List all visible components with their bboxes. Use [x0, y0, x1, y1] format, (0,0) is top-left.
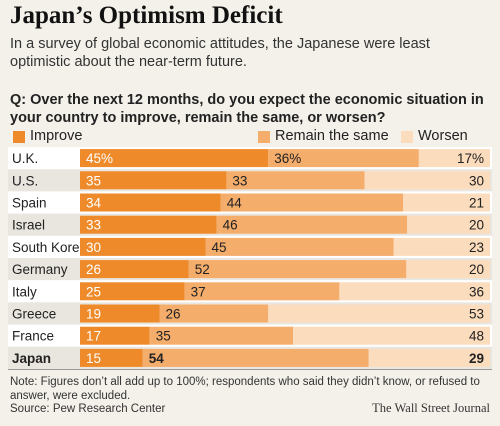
legend-label-remain-the-same: Remain the same — [275, 128, 389, 144]
chart-title: Japan’s Optimism Deficit — [10, 2, 283, 29]
category-label: Japan — [12, 351, 51, 366]
bar-improve — [80, 326, 150, 345]
bar-remain-the-same — [226, 171, 365, 190]
data-label-remain-the-same: 44 — [227, 196, 243, 211]
legend-label-improve: Improve — [30, 128, 83, 144]
bar-remain-the-same — [142, 348, 369, 367]
data-label-improve: 25 — [86, 284, 101, 299]
data-label-remain-the-same: 36% — [274, 151, 301, 166]
data-label-improve: 30 — [86, 240, 101, 255]
data-label-remain-the-same: 54 — [149, 351, 165, 366]
bar-improve — [80, 237, 206, 256]
category-label: South Korea — [12, 240, 88, 255]
bar-worsen — [403, 193, 490, 212]
category-label: Spain — [12, 196, 47, 211]
category-label: Greece — [12, 307, 56, 322]
data-label-improve: 35 — [86, 173, 101, 188]
data-label-worsen: 36 — [469, 284, 484, 299]
bar-worsen — [393, 237, 490, 256]
chart-note: Note: Figures don’t all add up to 100%; … — [10, 376, 480, 402]
data-label-remain-the-same: 33 — [232, 173, 247, 188]
chart-subtitle: In a survey of global economic attitudes… — [10, 36, 430, 70]
bar-remain-the-same — [268, 149, 419, 168]
bar-remain-the-same — [149, 326, 294, 345]
bar-worsen — [364, 171, 490, 190]
bar-improve — [80, 260, 189, 279]
bar-worsen — [406, 260, 490, 279]
bar-improve — [80, 149, 269, 168]
data-label-worsen: 29 — [469, 351, 484, 366]
chart-source: Source: Pew Research Center — [10, 403, 166, 415]
publisher-credit: The Wall Street Journal — [372, 401, 490, 415]
data-label-improve: 45% — [86, 151, 113, 166]
category-label: France — [12, 329, 54, 344]
bar-worsen — [268, 304, 490, 323]
data-label-worsen: 20 — [469, 262, 484, 277]
legend-label-worsen: Worsen — [418, 128, 468, 144]
data-label-worsen: 23 — [469, 240, 484, 255]
bar-improve — [80, 215, 217, 234]
bar-remain-the-same — [220, 193, 404, 212]
legend-swatch-remain-the-same — [258, 131, 270, 143]
category-label: Israel — [12, 218, 45, 233]
bar-remain-the-same — [216, 215, 408, 234]
bar-remain-the-same — [159, 304, 269, 323]
category-label: U.S. — [12, 173, 38, 188]
data-label-improve: 33 — [86, 218, 101, 233]
data-label-worsen: 17% — [457, 151, 484, 166]
data-label-remain-the-same: 26 — [165, 307, 180, 322]
legend-swatch-worsen — [401, 131, 413, 143]
survey-question: Q: Over the next 12 months, do you expec… — [10, 92, 484, 126]
data-label-improve: 34 — [86, 196, 102, 211]
data-label-remain-the-same: 46 — [223, 218, 238, 233]
bar-remain-the-same — [184, 282, 340, 301]
bar-worsen — [407, 215, 490, 234]
data-label-worsen: 53 — [469, 307, 484, 322]
data-label-worsen: 20 — [469, 218, 484, 233]
data-label-worsen: 48 — [469, 329, 484, 344]
category-label: Italy — [12, 284, 37, 299]
data-label-improve: 19 — [86, 307, 101, 322]
data-label-remain-the-same: 45 — [212, 240, 227, 255]
data-label-worsen: 30 — [469, 173, 484, 188]
bar-worsen — [339, 282, 490, 301]
bar-worsen — [368, 348, 490, 367]
bar-improve — [80, 282, 185, 301]
data-label-remain-the-same: 52 — [195, 262, 210, 277]
bar-remain-the-same — [188, 260, 407, 279]
bar-improve — [80, 171, 227, 190]
legend-swatch-improve — [13, 131, 25, 143]
bar-worsen — [293, 326, 490, 345]
data-label-remain-the-same: 35 — [156, 329, 171, 344]
bar-improve — [80, 193, 221, 212]
category-label: U.K. — [12, 151, 38, 166]
bar-worsen — [418, 149, 490, 168]
data-label-improve: 15 — [86, 351, 101, 366]
category-label: Germany — [12, 262, 68, 277]
data-label-improve: 26 — [86, 262, 101, 277]
data-label-worsen: 21 — [469, 196, 484, 211]
bar-improve — [80, 304, 160, 323]
data-label-remain-the-same: 37 — [191, 284, 206, 299]
bar-improve — [80, 348, 143, 367]
bar-remain-the-same — [205, 237, 394, 256]
data-label-improve: 17 — [86, 329, 101, 344]
